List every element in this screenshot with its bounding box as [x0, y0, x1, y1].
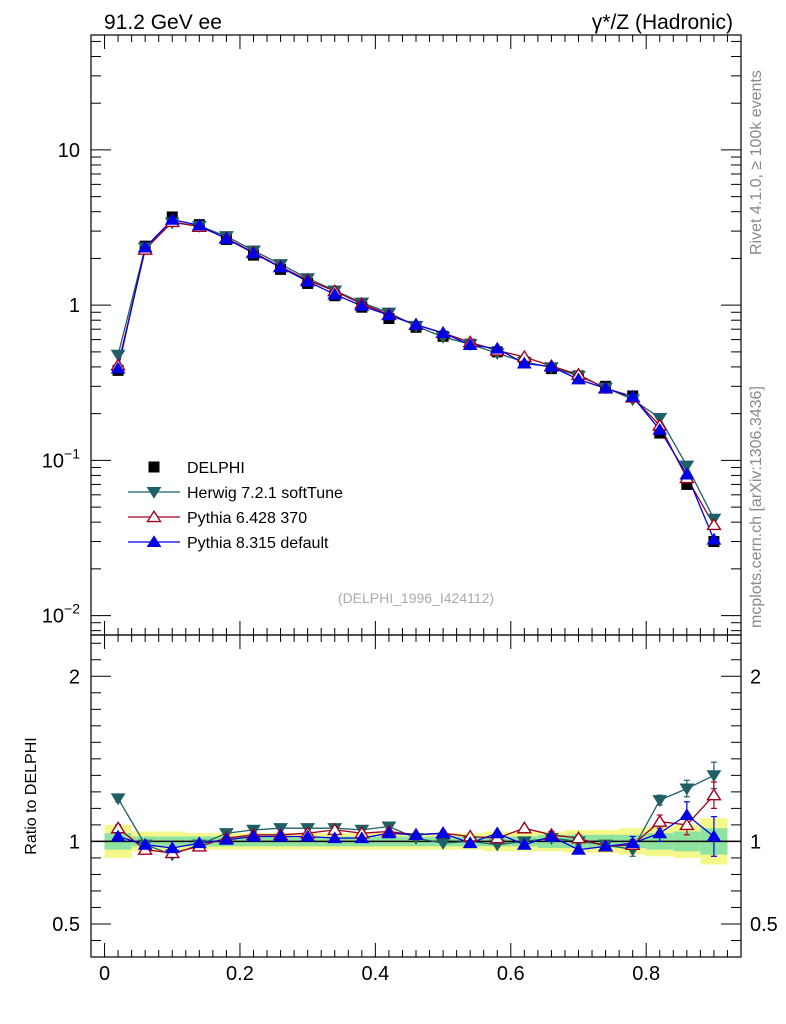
- series-marker: [408, 317, 424, 330]
- series-marker: [354, 299, 370, 311]
- series-marker: [354, 831, 370, 844]
- ratio-y-tick-label-right: 0.5: [750, 914, 778, 936]
- x-tick-label: 0.8: [632, 963, 660, 985]
- ratio-y-tick-label: 2: [69, 666, 80, 688]
- series-marker: [516, 821, 533, 834]
- series-marker: [300, 274, 316, 287]
- series-marker: [146, 509, 162, 523]
- series-marker: [246, 829, 261, 842]
- main-series: [110, 211, 722, 548]
- series-marker: [516, 837, 532, 850]
- series-marker: [462, 836, 478, 849]
- series-marker: [489, 826, 505, 839]
- series-marker: [679, 783, 695, 796]
- series-marker: [679, 467, 695, 480]
- series-marker: [146, 535, 162, 548]
- series-marker: [570, 830, 587, 844]
- series-marker: [137, 240, 153, 253]
- series-marker: [679, 460, 695, 473]
- legend-label: Pythia 6.428 370: [187, 510, 307, 527]
- side-label-bottom: mcplots.cern.ch [arXiv:1306.3436]: [748, 386, 765, 628]
- series-marker: [598, 381, 613, 394]
- series-marker: [300, 829, 316, 842]
- series-marker: [110, 361, 126, 374]
- series-marker: [544, 359, 559, 372]
- series-marker: [651, 814, 668, 827]
- series-marker: [408, 828, 424, 840]
- y-tick-label: 1: [69, 295, 80, 317]
- series-marker: [110, 829, 126, 842]
- legend-label: Pythia 8.315 default: [187, 535, 329, 552]
- series-marker: [273, 829, 288, 842]
- series-marker: [489, 341, 505, 354]
- y-tick-label: 10: [58, 140, 80, 162]
- ratio-y-tick-label: 1: [69, 831, 80, 853]
- x-tick-label: 0.4: [361, 963, 389, 985]
- analysis-label: (DELPHI_1996_I424112): [338, 590, 494, 606]
- series-marker: [191, 836, 207, 849]
- x-tick-label: 0.2: [226, 963, 254, 985]
- series-marker: [706, 770, 722, 783]
- x-tick-label: 0.6: [497, 963, 525, 985]
- series-marker: [571, 842, 586, 855]
- series-marker: [435, 838, 451, 850]
- ratio-y-tick-label-right: 2: [750, 666, 761, 688]
- series-line: [117, 221, 715, 526]
- series-marker: [164, 841, 180, 854]
- series-marker: [516, 356, 532, 369]
- ratio-y-tick-label-right: 1: [750, 831, 761, 853]
- series-marker: [435, 326, 451, 339]
- main-axes: 10−2 10−1 1 10: [42, 35, 742, 635]
- series-marker: [327, 287, 343, 300]
- main-panel: 10−2 10−1 1 10 (DELPHI_1996_I424112) DELPHI…: [42, 34, 742, 636]
- y-tick-label: 10−1: [42, 445, 80, 472]
- title-right: γ*/Z (Hadronic): [592, 11, 733, 34]
- legend-label: Herwig 7.2.1 softTune: [187, 485, 343, 502]
- series-marker: [110, 793, 126, 806]
- series-marker: [327, 831, 343, 844]
- series-marker: [679, 817, 695, 831]
- series-marker: [625, 389, 641, 402]
- ratio-panel: 0 0.2 0.4 0.6 0.8 0.5 0.5 1 1 2 2 Ratio to DELPHI: [23, 634, 778, 985]
- data-marker: [681, 478, 693, 490]
- y-tick-label: 10−2: [42, 601, 80, 628]
- series-marker: [191, 218, 207, 231]
- series-marker: [273, 260, 288, 273]
- legend: DELPHI Herwig 7.2.1 softTune Pythia 6.428 …: [128, 460, 343, 552]
- series-marker: [652, 826, 668, 839]
- series-marker: [462, 338, 478, 350]
- series-marker: [625, 836, 641, 849]
- series-marker: [652, 422, 668, 435]
- legend-label: DELPHI: [187, 460, 245, 477]
- ratio-series: [110, 761, 722, 862]
- series-marker: [679, 808, 695, 821]
- ratio-frame: [90, 634, 742, 958]
- ratio-axes: 0 0.2 0.4 0.6 0.8 0.5 0.5 1 1 2 2: [52, 635, 778, 985]
- series-marker: [246, 246, 261, 259]
- series-marker: [706, 788, 722, 801]
- ratio-ylabel: Ratio to DELPHI: [23, 737, 40, 854]
- series-marker: [706, 829, 722, 842]
- data-marker: [148, 461, 160, 473]
- series-marker: [706, 517, 722, 531]
- series-marker: [110, 349, 126, 362]
- series-marker: [598, 839, 613, 852]
- ratio-y-tick-label: 0.5: [52, 914, 80, 936]
- series-marker: [137, 837, 153, 850]
- title-left: 91.2 GeV ee: [104, 11, 222, 34]
- series-marker: [652, 795, 668, 807]
- series-marker: [146, 486, 162, 499]
- series-marker: [435, 826, 451, 839]
- series-marker: [381, 826, 397, 839]
- series-marker: [219, 231, 234, 244]
- series-marker: [544, 829, 559, 842]
- series-marker: [164, 212, 180, 225]
- series-marker: [219, 832, 234, 845]
- series-marker: [706, 532, 722, 545]
- side-label-top: Rivet 4.1.0, ≥ 100k events: [748, 70, 765, 255]
- x-tick-label: 0: [99, 963, 110, 985]
- series-marker: [381, 308, 397, 321]
- series-marker: [571, 372, 586, 385]
